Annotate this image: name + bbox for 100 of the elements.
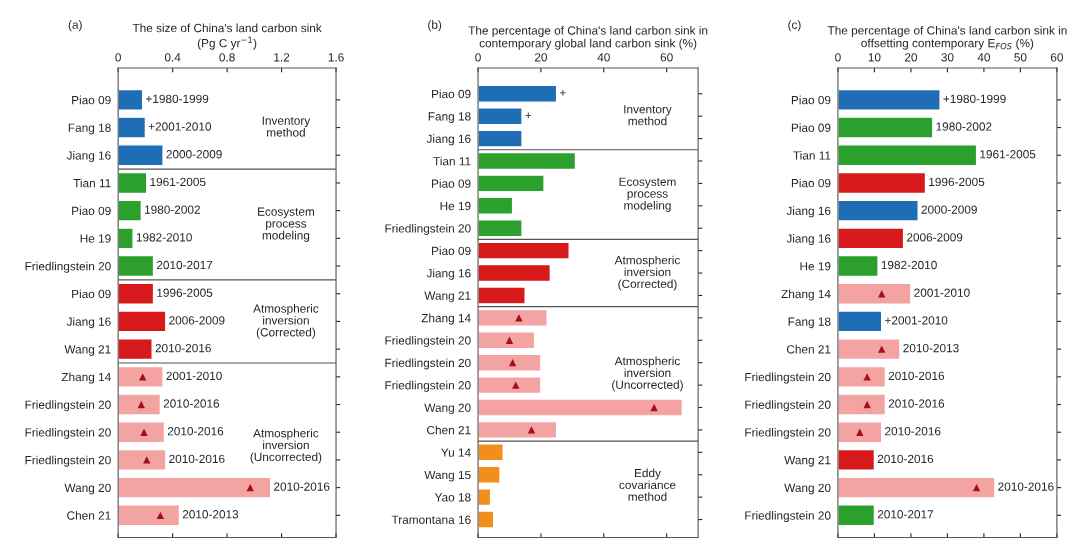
bar [478, 219, 523, 238]
y-tick-label: Chen 21 [427, 425, 471, 435]
point [137, 400, 145, 409]
point [972, 483, 981, 492]
bar [118, 88, 144, 111]
bar [118, 144, 164, 167]
y-tick-label: Friedlingstein 20 [25, 427, 111, 439]
point [138, 373, 147, 381]
data-label: 1980-2002 [936, 122, 992, 131]
y-tick-label: Friedlingstein 20 [385, 380, 471, 392]
bar [837, 448, 876, 472]
y-tick-label: Jiang 16 [426, 134, 471, 146]
y-tick-label: Piao 09 [791, 123, 831, 132]
bar [478, 263, 552, 283]
data-label: 1982-2010 [136, 233, 192, 242]
y-tick-label: Zhang 14 [781, 289, 831, 301]
bar [837, 116, 934, 139]
data-label: 1961-2005 [150, 177, 206, 187]
x-tick-label: 0 [835, 53, 841, 62]
y-tick-label: Friedlingstein 20 [385, 335, 471, 347]
bar [478, 398, 684, 417]
bar [837, 393, 887, 416]
point [508, 359, 517, 367]
bar [837, 476, 996, 499]
point [143, 456, 151, 464]
bar [837, 365, 887, 388]
y-tick-label: Jiang 16 [786, 234, 831, 246]
y-tick-label: Chen 21 [67, 511, 111, 520]
y-tick-label: Yu 14 [441, 448, 471, 457]
x-tick-label: 0 [475, 53, 481, 62]
point [863, 373, 871, 381]
bar [118, 254, 155, 278]
data-label: 1980-2002 [144, 205, 200, 214]
bar [478, 84, 558, 103]
y-tick-label: Tian 11 [793, 150, 831, 160]
point [527, 426, 536, 434]
y-tick-label: Friedlingstein 20 [745, 511, 831, 523]
point [246, 483, 254, 492]
bar [837, 504, 876, 527]
bar [478, 196, 514, 215]
bar [118, 282, 155, 305]
x-tick-label: 60 [660, 53, 673, 62]
y-tick-label: Piao 09 [791, 95, 831, 105]
data-label: 2010-2016 [888, 399, 945, 408]
x-tick-label: 0.8 [219, 53, 235, 62]
bar [478, 375, 542, 395]
bar [118, 365, 164, 388]
data-label: +1980-1999 [943, 94, 1006, 104]
chart-title: The size of China's land carbon sink (Pg C yr$^{−1}$) [132, 23, 322, 50]
y-tick-label: Jiang 16 [66, 150, 111, 162]
data-label: 2006-2009 [906, 233, 963, 242]
point [505, 336, 514, 344]
bar [478, 465, 501, 484]
y-tick-label: He 19 [800, 262, 831, 271]
y-tick-label: Jiang 16 [66, 317, 111, 329]
bar [478, 174, 545, 193]
data-label: 2010-2016 [155, 343, 211, 353]
data-label: +1980-1999 [146, 94, 209, 104]
series-label: Atmospheric inversion (Uncorrected) [250, 428, 322, 464]
chart-title: The percentage of China's land carbon sink in offsetting contemporary E$_{FOS}$ (%) [827, 25, 1067, 50]
bar [118, 116, 147, 139]
chart-title: The percentage of China's land carbon sink in contemporary global land carbon sink (%) [468, 26, 708, 50]
data-label: 2006-2009 [169, 316, 225, 325]
y-tick-label: Piao 09 [72, 289, 111, 299]
y-tick-label: Zhang 14 [61, 372, 111, 384]
y-tick-label: He 19 [80, 234, 111, 243]
bar [837, 310, 883, 333]
y-tick-label: Friedlingstein 20 [25, 455, 111, 467]
bar [478, 420, 558, 440]
data-label: 2010-2016 [885, 427, 941, 436]
y-tick-label: Piao 09 [432, 246, 471, 256]
y-tick-label: Yao 18 [434, 493, 471, 502]
point [878, 290, 886, 298]
y-tick-label: Friedlingstein 20 [385, 358, 471, 370]
bar [118, 338, 153, 361]
bar [837, 338, 901, 361]
y-tick-label: He 19 [440, 201, 471, 211]
y-tick-label: Friedlingstein 20 [745, 427, 831, 439]
x-tick-label: 40 [597, 53, 610, 62]
bar [837, 254, 879, 278]
data-label: 2010-2017 [156, 260, 213, 270]
bar [837, 282, 912, 305]
y-tick-label: Fang 18 [68, 123, 111, 135]
bar [478, 488, 492, 507]
point [515, 314, 523, 322]
bar [478, 353, 542, 372]
y-tick-label: Zhang 14 [421, 313, 471, 325]
x-tick-label: 20 [534, 53, 548, 62]
bar [478, 510, 495, 529]
y-tick-label: Tian 11 [433, 156, 471, 166]
bar [118, 393, 162, 416]
data-label: 2000-2009 [166, 150, 222, 159]
y-tick-label: Friedlingstein 20 [745, 372, 831, 384]
bar [837, 199, 919, 222]
data-label: 2010-2016 [888, 371, 945, 380]
bar [478, 107, 523, 126]
data-label: 2010-2013 [903, 343, 959, 353]
y-tick-label: Friedlingstein 20 [25, 400, 111, 412]
bar [837, 227, 905, 250]
x-tick-label: 40 [977, 53, 991, 62]
